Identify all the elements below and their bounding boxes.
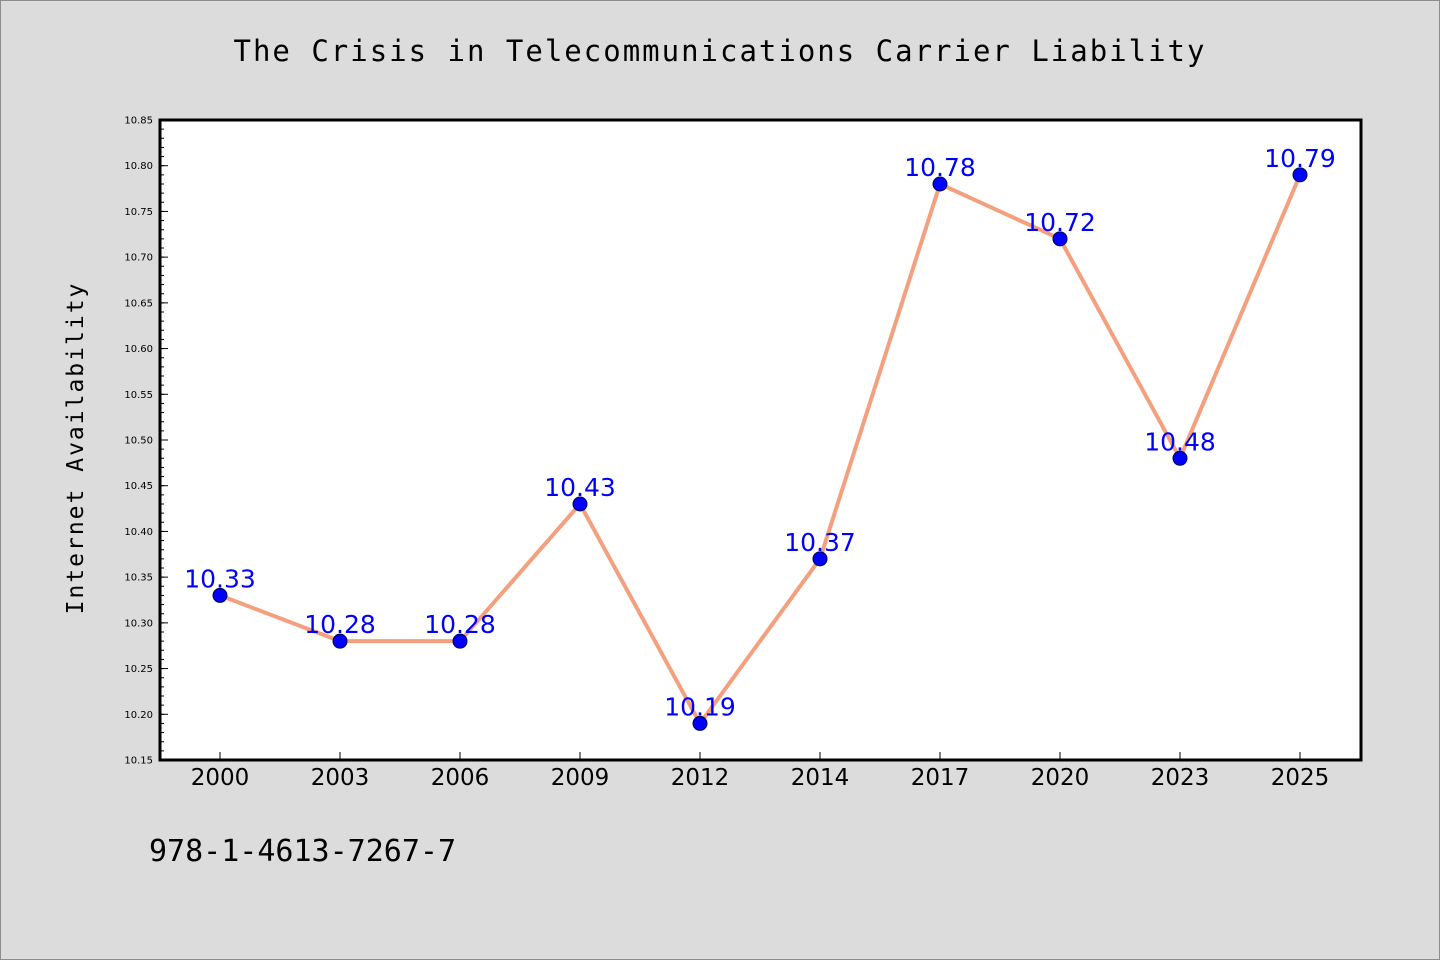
y-tick-label: 10.85	[124, 116, 153, 127]
data-point	[1292, 167, 1308, 183]
data-label: 10.72	[1024, 208, 1096, 237]
data-point	[812, 551, 828, 567]
chart-title: The Crisis in Telecommunications Carrier…	[233, 34, 1207, 68]
data-label: 10.28	[304, 610, 376, 639]
y-tick-labels: 10.15 10.20 10.25 10.30 10.35 10.40 10.45 10.50…	[124, 116, 153, 767]
data-label: 10.37	[784, 528, 856, 557]
series-lines	[218, 172, 1302, 726]
y-tick-label: 10.45	[124, 481, 153, 492]
y-tick-label: 10.15	[124, 756, 153, 767]
data-label: 10.79	[1264, 144, 1336, 173]
plot-frame	[158, 118, 1363, 762]
y-tick-label: 10.75	[124, 207, 153, 218]
data-point	[932, 176, 948, 192]
x-tick-label: 2023	[1151, 765, 1210, 791]
plot-area	[160, 120, 1361, 760]
y-tick-label: 10.70	[124, 253, 153, 264]
series-line	[218, 172, 1302, 726]
x-tick-label: 2003	[311, 765, 370, 791]
y-tick-label: 10.25	[124, 664, 153, 675]
x-tick-label: 2017	[911, 765, 970, 791]
data-point	[1172, 450, 1188, 466]
y-tick-label: 10.30	[124, 618, 153, 629]
x-tick-label: 2000	[191, 765, 250, 791]
footer-code: 978-1-4613-7267-7	[149, 834, 457, 869]
y-tick-label: 10.65	[124, 298, 153, 309]
y-tick-label: 10.55	[124, 390, 153, 401]
data-point	[1052, 231, 1068, 247]
data-label: 10.33	[184, 564, 256, 593]
data-point	[212, 587, 228, 603]
data-label: 10.48	[1144, 427, 1216, 456]
series-markers	[212, 167, 1308, 731]
y-tick-label: 10.60	[124, 344, 153, 355]
x-tick-labels: 2000 2003 2006 2009 2012 2014 2017 2020 2023 2025	[191, 765, 1330, 791]
data-label: 10.28	[424, 610, 496, 639]
data-labels: 10.33 10.28 10.28 10.43 10.19 10.37 10.78 10.72…	[184, 144, 1336, 722]
y-tick-label: 10.35	[124, 573, 153, 584]
y-tick-label: 10.80	[124, 161, 153, 172]
x-tick-label: 2020	[1031, 765, 1090, 791]
x-tick-label: 2014	[791, 765, 850, 791]
x-tick-label: 2025	[1271, 765, 1330, 791]
data-label: 10.43	[544, 473, 616, 502]
data-point	[572, 496, 588, 512]
y-tick-label: 10.50	[124, 436, 153, 447]
x-tick-label: 2006	[431, 765, 490, 791]
data-point	[452, 633, 468, 649]
x-tick-label: 2012	[671, 765, 730, 791]
x-tick-label: 2009	[551, 765, 610, 791]
data-point	[332, 633, 348, 649]
y-tick-label: 10.20	[124, 710, 153, 721]
data-label: 10.78	[904, 153, 976, 182]
data-point	[692, 715, 708, 731]
y-tick-label: 10.40	[124, 527, 153, 538]
data-label: 10.19	[664, 692, 736, 721]
